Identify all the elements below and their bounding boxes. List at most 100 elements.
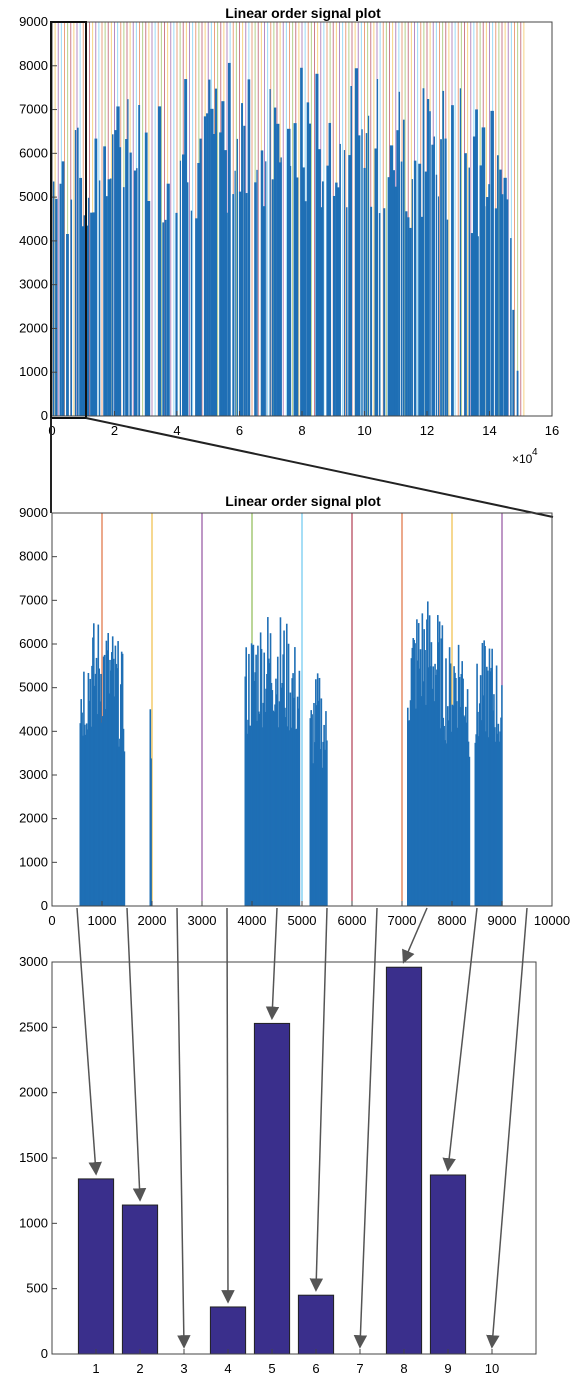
overview-signal-bar <box>424 171 429 416</box>
segment-y-axis: 0 500 1000 1500 2000 2500 3000 <box>19 954 57 1361</box>
overview-signal-bar <box>409 227 412 416</box>
overview-signal-bar <box>116 106 120 416</box>
zoomed-signal-bar <box>456 727 459 906</box>
x-tick-label: 5000 <box>288 913 317 928</box>
overview-signal-bar <box>413 160 417 416</box>
zoomed-signal-bar <box>90 726 92 906</box>
zoomed-signal-bar <box>288 730 291 906</box>
x-tick-label: 4 <box>173 423 180 438</box>
zoomed-signal-bar <box>449 663 452 906</box>
overview-signal-bar <box>437 196 440 416</box>
overview-signal-bar <box>328 122 332 417</box>
segment-arrow <box>402 907 428 964</box>
zoomed-signal-bar <box>422 681 425 906</box>
zoomed-signal-bar <box>488 648 491 906</box>
zoomed-signal-bar <box>493 694 495 906</box>
overview-signal-bar <box>308 123 311 417</box>
zoomed-signal-bar <box>432 666 435 906</box>
x-tick-label: 6 <box>236 423 243 438</box>
zoomed-signal-bar <box>259 632 262 906</box>
segment-bar <box>297 1294 335 1355</box>
zoomed-signal-bar <box>485 731 487 906</box>
overview-signal-bar <box>157 106 162 417</box>
overview-signal-bar <box>435 174 438 416</box>
zoomed-signal-bar <box>286 726 289 906</box>
overview-signal-bar <box>210 108 214 417</box>
zoomed-signal-bar <box>456 701 458 906</box>
zoomed-signal-bar <box>108 693 110 906</box>
overview-signal-bar <box>497 155 499 416</box>
overview-signal-bar <box>87 197 90 416</box>
zoom-connectors <box>50 417 554 518</box>
zoomed-signal-bar <box>115 663 118 906</box>
zoomed-signal-bar <box>462 678 464 906</box>
x-tick-label: 14 <box>482 423 496 438</box>
zoomed-signal-bar <box>298 670 301 906</box>
zoomed-signal-bar <box>110 670 112 906</box>
overview-signal-bar <box>392 170 395 416</box>
overview-signal-bar <box>269 89 271 416</box>
zoomed-signal-bar <box>433 701 435 906</box>
overview-signal-bar <box>304 201 307 416</box>
zoomed-signal-bar <box>267 617 269 906</box>
zoomed-signal-bar <box>273 711 275 906</box>
overview-signal-bar <box>241 103 243 416</box>
zoomed-signal-bar <box>466 689 469 906</box>
zoomed-signal-bar <box>437 642 440 906</box>
zoomed-signal-bar <box>95 657 98 906</box>
segment-arrow <box>221 907 235 1304</box>
overview-signal-bar <box>197 162 200 416</box>
zoomed-signal-bar <box>494 727 496 906</box>
overview-signal-bar <box>74 130 77 416</box>
overview-signal-bar <box>133 170 138 416</box>
zoomed-signal-bar <box>88 700 91 906</box>
overview-signal-bar <box>431 144 434 416</box>
segment-bar <box>385 966 423 1355</box>
overview-signal-bar <box>221 101 225 417</box>
zoomed-signal-bar <box>440 638 443 906</box>
zoomed-signal-bar <box>323 724 325 906</box>
zoomed-signal-bar <box>498 741 501 906</box>
overview-signal-bar <box>164 219 167 416</box>
zoomed-signal-bar <box>326 740 328 906</box>
overview-signal-bar <box>472 136 477 416</box>
zoomed-signal-bar <box>321 767 324 906</box>
overview-x-multiplier-base: ×10 <box>512 452 533 466</box>
y-tick-label: 6000 <box>19 636 48 651</box>
overview-signal-bar <box>122 187 125 416</box>
overview-signal-bar <box>440 139 442 416</box>
y-tick-label: 2500 <box>19 1019 48 1034</box>
zoomed-signal-bar <box>253 680 256 906</box>
zoomed-signal-bar <box>495 665 498 906</box>
x-tick-label: 0 <box>48 913 55 928</box>
zoomed-signal-bar <box>285 623 288 906</box>
zoomed-signal-bar <box>476 663 478 906</box>
overview-signal-bar <box>243 125 246 416</box>
overview-signal-bar <box>451 105 454 416</box>
x-tick-label: 6 <box>312 1361 319 1376</box>
zoomed-signal-bar <box>414 643 416 906</box>
zoomed-signal-bar <box>254 672 257 906</box>
overview-signal-bar <box>420 216 424 416</box>
zoomed-signal-bar <box>478 703 481 906</box>
y-tick-label: 2000 <box>19 1085 48 1100</box>
zoomed-signal-bar <box>431 688 434 906</box>
zoomed-signal-bar <box>93 685 96 906</box>
y-tick-label: 1500 <box>19 1150 48 1165</box>
overview-signal-bar <box>206 113 209 416</box>
zoomed-signal-bar <box>264 711 266 906</box>
zoomed-signal-bar <box>276 656 279 906</box>
overview-signal-bar <box>81 226 85 416</box>
overview-signal-bar <box>98 180 101 416</box>
zoomed-signal-bar <box>425 704 427 906</box>
overview-signal-bar <box>418 163 422 416</box>
zoomed-signal-bar <box>98 668 100 906</box>
overview-signal-bar <box>494 208 499 416</box>
zoomed-signal-bar <box>480 720 483 906</box>
zoomed-signal-bar <box>413 639 415 906</box>
y-tick-label: 5000 <box>19 680 48 695</box>
x-tick-label: 9 <box>444 1361 451 1376</box>
x-tick-label: 10000 <box>534 913 570 928</box>
zoomed-signal-bar <box>500 717 502 906</box>
zoomed-signal-bar <box>407 707 409 906</box>
